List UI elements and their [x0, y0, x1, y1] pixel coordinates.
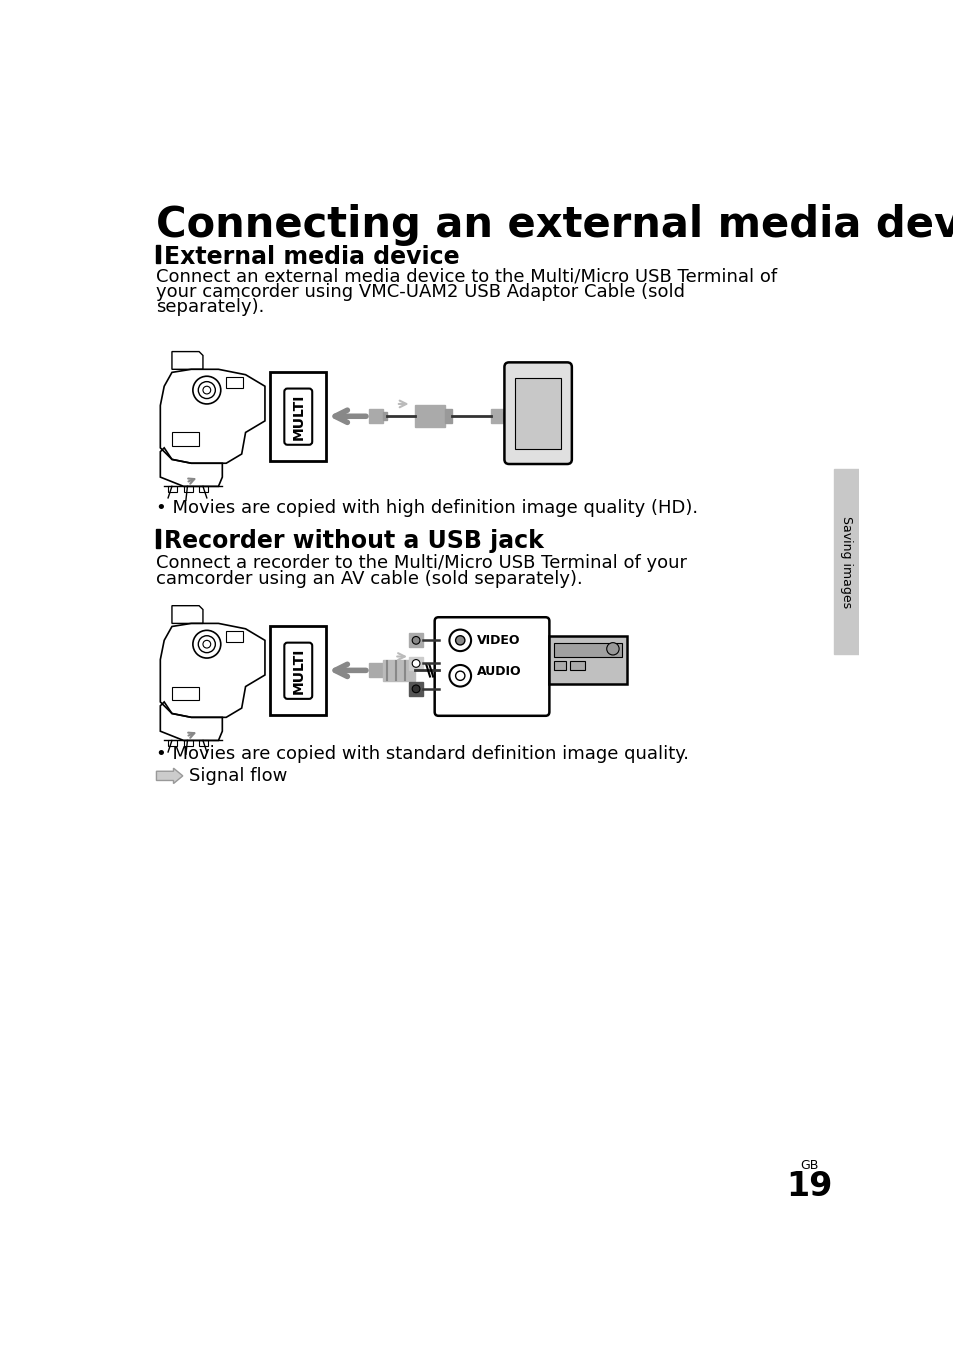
Bar	[183, 741, 193, 746]
Text: External media device: External media device	[164, 245, 459, 269]
Bar	[549, 636, 626, 685]
Bar	[183, 487, 193, 492]
Text: VIDEO: VIDEO	[476, 633, 520, 647]
Circle shape	[412, 636, 419, 644]
Bar	[156, 245, 159, 264]
Bar	[833, 469, 858, 654]
Circle shape	[456, 636, 464, 646]
Bar	[168, 741, 177, 746]
Bar	[444, 409, 452, 424]
Circle shape	[606, 643, 618, 655]
Bar	[554, 662, 565, 670]
Bar	[172, 433, 199, 447]
Bar	[369, 409, 382, 424]
Bar	[409, 633, 422, 647]
Text: AUDIO: AUDIO	[476, 664, 521, 678]
Bar	[199, 741, 208, 746]
Bar	[226, 377, 243, 387]
Circle shape	[412, 659, 419, 667]
Polygon shape	[156, 768, 183, 784]
Text: Connecting an external media device: Connecting an external media device	[156, 203, 953, 246]
Text: Signal flow: Signal flow	[189, 767, 287, 785]
Text: separately).: separately).	[156, 299, 265, 316]
Bar	[569, 662, 584, 670]
Bar	[409, 682, 422, 695]
Text: • Movies are copied with standard definition image quality.: • Movies are copied with standard defini…	[156, 745, 689, 763]
Text: Recorder without a USB jack: Recorder without a USB jack	[164, 530, 543, 553]
Bar	[554, 643, 621, 656]
Bar	[515, 378, 560, 449]
Circle shape	[412, 685, 419, 693]
Text: MULTI: MULTI	[291, 394, 305, 440]
FancyBboxPatch shape	[504, 362, 571, 464]
Bar	[156, 530, 159, 547]
Text: your camcorder using VMC-UAM2 USB Adaptor Cable (sold: your camcorder using VMC-UAM2 USB Adapto…	[156, 282, 685, 301]
Bar	[382, 413, 387, 420]
Text: GB: GB	[799, 1158, 818, 1171]
Bar	[172, 686, 199, 701]
Circle shape	[449, 629, 471, 651]
Bar	[491, 409, 502, 424]
Bar	[502, 412, 509, 421]
Text: Connect a recorder to the Multi/Micro USB Terminal of your: Connect a recorder to the Multi/Micro US…	[156, 554, 687, 572]
Bar	[415, 405, 444, 428]
Text: MULTI: MULTI	[291, 647, 305, 694]
Bar	[168, 487, 177, 492]
Text: Connect an external media device to the Multi/Micro USB Terminal of: Connect an external media device to the …	[156, 268, 777, 285]
Bar	[270, 627, 326, 716]
Bar	[369, 663, 382, 678]
Text: • Movies are copied with high definition image quality (HD).: • Movies are copied with high definition…	[156, 499, 698, 516]
Bar	[270, 373, 326, 461]
Bar	[226, 631, 243, 642]
Bar	[199, 487, 208, 492]
Text: Saving images: Saving images	[839, 515, 852, 608]
Circle shape	[456, 671, 464, 681]
FancyBboxPatch shape	[435, 617, 549, 716]
Bar	[382, 659, 415, 681]
Text: 19: 19	[785, 1170, 831, 1202]
Bar	[409, 656, 422, 670]
Circle shape	[449, 664, 471, 686]
Text: camcorder using an AV cable (sold separately).: camcorder using an AV cable (sold separa…	[156, 569, 582, 588]
